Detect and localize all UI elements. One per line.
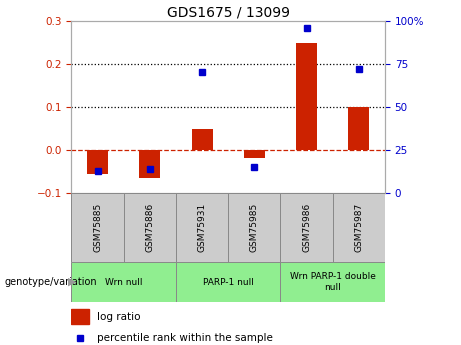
FancyBboxPatch shape [280, 193, 333, 262]
Text: ▶: ▶ [68, 277, 77, 287]
Bar [192, 129, 213, 150]
FancyBboxPatch shape [71, 193, 124, 262]
FancyBboxPatch shape [176, 262, 280, 302]
Text: PARP-1 null: PARP-1 null [203, 277, 254, 287]
Text: genotype/variation: genotype/variation [5, 277, 97, 287]
Bar [87, 150, 108, 174]
Bar [244, 150, 265, 158]
Text: GSM75886: GSM75886 [145, 203, 154, 252]
Bar [296, 43, 317, 150]
FancyBboxPatch shape [280, 262, 385, 302]
Text: Wrn PARP-1 double
null: Wrn PARP-1 double null [290, 272, 376, 292]
Text: Wrn null: Wrn null [105, 277, 142, 287]
Text: GSM75986: GSM75986 [302, 203, 311, 252]
Text: GSM75931: GSM75931 [198, 203, 207, 252]
FancyBboxPatch shape [333, 193, 385, 262]
Bar [71, 309, 89, 324]
Bar [349, 107, 369, 150]
FancyBboxPatch shape [176, 193, 228, 262]
FancyBboxPatch shape [71, 262, 176, 302]
Text: GSM75985: GSM75985 [250, 203, 259, 252]
FancyBboxPatch shape [124, 193, 176, 262]
Text: percentile rank within the sample: percentile rank within the sample [96, 333, 272, 343]
FancyBboxPatch shape [228, 193, 280, 262]
Text: log ratio: log ratio [96, 312, 140, 322]
Text: GSM75885: GSM75885 [93, 203, 102, 252]
Title: GDS1675 / 13099: GDS1675 / 13099 [167, 6, 290, 20]
Bar [139, 150, 160, 178]
Text: GSM75987: GSM75987 [355, 203, 363, 252]
